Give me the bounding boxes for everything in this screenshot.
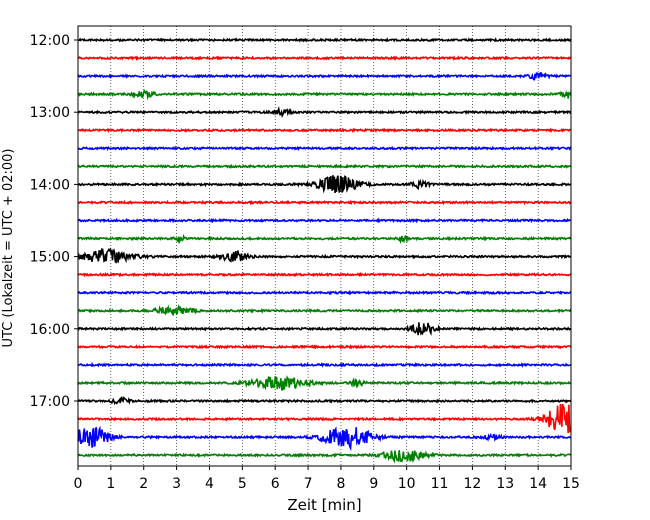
y-tick-label: 17:00 <box>30 394 70 410</box>
x-tick-label: 14 <box>529 476 547 492</box>
trace-1245 <box>77 88 572 101</box>
x-tick-label: 9 <box>369 476 378 492</box>
trace-1615 <box>77 344 572 350</box>
x-tick-label: 13 <box>496 476 514 492</box>
trace-1730 <box>77 425 572 452</box>
x-tick-label: 3 <box>172 476 181 492</box>
trace-1700 <box>77 396 572 406</box>
x-axis-label: Zeit [min] <box>287 496 361 514</box>
x-tick-label: 12 <box>463 476 481 492</box>
trace-1645 <box>77 374 572 391</box>
x-axis: 0 1 2 3 4 5 6 7 8 9 10 11 12 13 14 15 <box>74 466 580 492</box>
x-tick-label: 6 <box>271 476 280 492</box>
x-tick-label: 1 <box>106 476 115 492</box>
trace-1415 <box>77 199 572 206</box>
x-tick-label: 5 <box>238 476 247 492</box>
trace-1430 <box>77 217 572 224</box>
x-tick-label: 11 <box>431 476 449 492</box>
y-tick-label: 13:00 <box>30 105 70 121</box>
y-axis: 12:00 13:00 14:00 15:00 16:00 17:00 <box>30 33 78 410</box>
trace-1500 <box>77 247 572 264</box>
x-tick-label: 4 <box>205 476 214 492</box>
trace-1715 <box>77 403 572 434</box>
trace-1745 <box>77 450 572 464</box>
trace-1445 <box>77 233 572 245</box>
trace-1630 <box>77 361 572 368</box>
trace-1515 <box>77 271 572 278</box>
x-tick-label: 7 <box>304 476 313 492</box>
trace-1230 <box>77 71 572 81</box>
trace-1345 <box>77 163 572 170</box>
y-tick-label: 12:00 <box>30 33 70 49</box>
trace-1330 <box>77 145 572 152</box>
trace-1400 <box>77 175 572 194</box>
trace-1600 <box>77 322 572 336</box>
trace-1215 <box>77 55 572 62</box>
y-axis-label: UTC (Lokalzeit = UTC + 02:00) <box>1 149 16 348</box>
x-tick-label: 8 <box>336 476 345 492</box>
x-tick-label: 10 <box>398 476 416 492</box>
trace-1530 <box>77 289 572 296</box>
trace-1315 <box>77 127 572 134</box>
trace-1200 <box>77 37 572 43</box>
trace-1300 <box>77 105 572 119</box>
plot-frame <box>77 25 572 467</box>
x-tick-label: 0 <box>74 476 83 492</box>
y-tick-label: 14:00 <box>30 177 70 193</box>
x-tick-label: 2 <box>139 476 148 492</box>
y-tick-label: 16:00 <box>30 322 70 338</box>
trace-group <box>77 37 572 464</box>
trace-1545 <box>77 304 572 316</box>
x-tick-label: 15 <box>562 476 580 492</box>
y-tick-label: 15:00 <box>30 250 70 266</box>
